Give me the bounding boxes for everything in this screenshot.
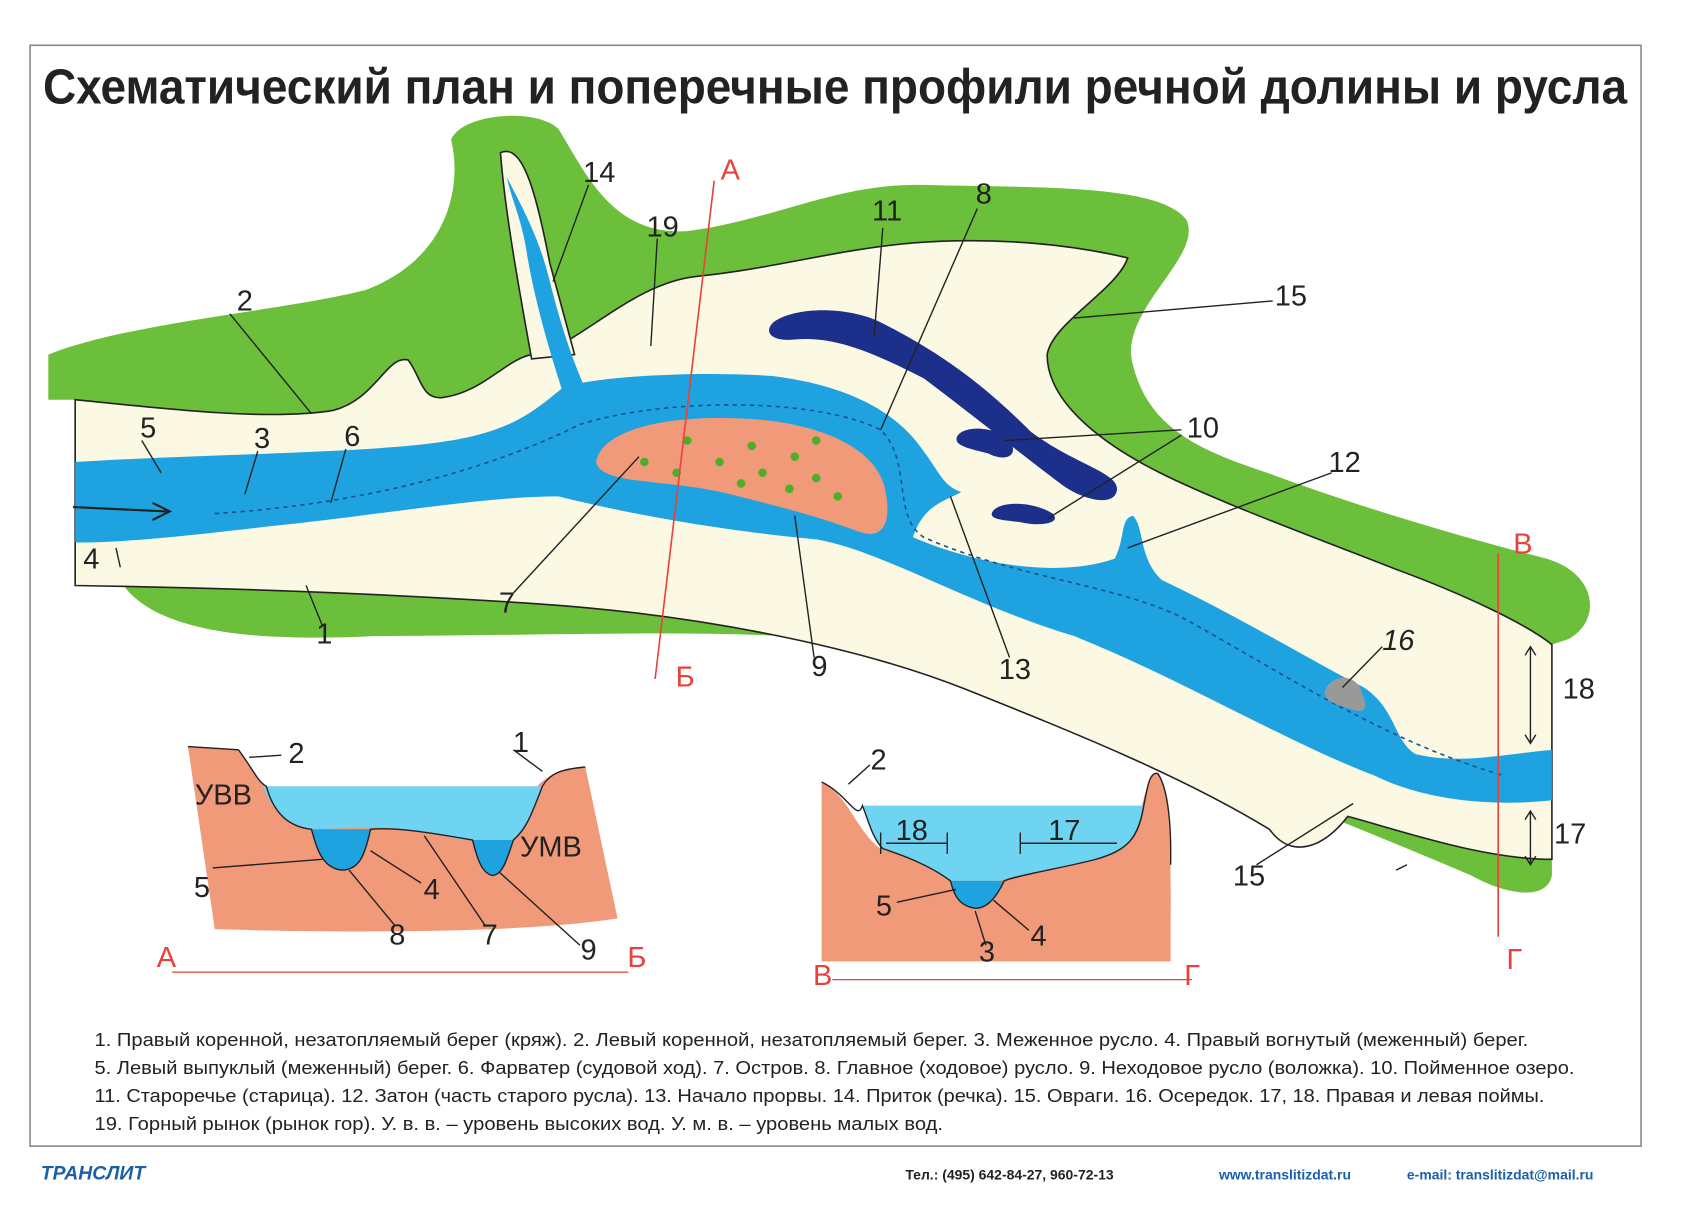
- profile-label: 1: [513, 727, 529, 759]
- plan-label: 3: [254, 423, 270, 455]
- island: [596, 418, 888, 534]
- profile-ab: 2 1 УВВ УМВ 5 4 8 7 9 А Б: [157, 727, 647, 974]
- profile-label: 9: [580, 934, 596, 966]
- profile-vg: 2 18 17 5 4 3 В Г: [813, 744, 1200, 992]
- plan-label: 12: [1328, 447, 1360, 479]
- section-label: Г: [1506, 944, 1522, 976]
- legend-line: 11. Староречье (старица). 12. Затон (час…: [95, 1085, 1545, 1106]
- legend-line: 1. Правый коренной, незатопляемый берег …: [95, 1029, 1529, 1050]
- profile-outline: [187, 745, 586, 877]
- plan-label: 7: [499, 587, 515, 619]
- profile-label: 4: [1030, 920, 1046, 952]
- channel: [950, 880, 1005, 909]
- profile-label: 8: [389, 919, 405, 951]
- island-vegetation: [640, 436, 842, 501]
- profile-label: 4: [424, 874, 440, 906]
- lake: [956, 428, 1014, 458]
- plan-label: 6: [344, 421, 360, 453]
- channel: [311, 829, 371, 871]
- fairway: [214, 404, 1504, 777]
- plan-label: 1: [316, 619, 332, 651]
- plan-label: 4: [83, 543, 99, 575]
- plan-label: 11: [872, 195, 902, 227]
- dimension-arrow: [1524, 645, 1537, 867]
- plan-label: 8: [976, 178, 992, 210]
- publisher-logo: ТРАНСЛИТ: [41, 1163, 148, 1184]
- leader-lines: [212, 749, 581, 946]
- plan-label: 16: [1382, 625, 1415, 657]
- high-water: [862, 805, 1144, 881]
- dimension-arrows: [879, 832, 1117, 854]
- footer: ТРАНСЛИТ Тел.: (495) 642-84-27, 960-72-1…: [41, 1163, 1594, 1184]
- plan-label: 17: [1554, 818, 1586, 850]
- section-label: Б: [676, 662, 695, 694]
- profile-label: 5: [876, 890, 892, 922]
- plan-label: 9: [811, 651, 827, 683]
- phone: Тел.: (495) 642-84-27, 960-72-13: [905, 1166, 1114, 1182]
- section-label: А: [157, 942, 177, 974]
- plan-label: 18: [1563, 673, 1595, 705]
- section-line-ab: [654, 180, 715, 680]
- legend-line: 5. Левый выпуклый (меженный) берег. 6. Ф…: [95, 1057, 1575, 1078]
- website: www.translitizdat.ru: [1218, 1166, 1351, 1182]
- section-label: В: [813, 960, 832, 992]
- high-water: [263, 786, 543, 841]
- legend: 1. Правый коренной, незатопляемый берег …: [95, 1029, 1575, 1134]
- tributary: [506, 177, 586, 396]
- profile-outline: [821, 772, 1172, 909]
- plan: 14 А 19 11 8 15 2 5 3 6 10 12 4 7 9 13 1…: [48, 115, 1595, 976]
- frame: [29, 44, 1642, 1147]
- profile-label: УВВ: [195, 780, 252, 812]
- section-label: Б: [627, 942, 646, 974]
- profile-label: 7: [482, 919, 498, 951]
- plan-label: 19: [647, 212, 679, 244]
- oxbow-lake: [769, 310, 1118, 501]
- plan-label: 15: [1233, 860, 1265, 892]
- leader-lines: [847, 764, 1030, 946]
- plan-label: 13: [999, 654, 1031, 686]
- plan-label: 2: [237, 286, 253, 318]
- midchannel-bar: [1324, 677, 1366, 712]
- flow-arrow: [72, 501, 173, 521]
- section-label: Г: [1184, 960, 1200, 992]
- plan-label: 14: [583, 157, 615, 189]
- email: e-mail: translitizdat@mail.ru: [1407, 1166, 1594, 1182]
- profile-label: 2: [870, 744, 886, 776]
- river: [75, 373, 1552, 803]
- section-label: А: [721, 155, 741, 187]
- floodplain: [74, 239, 1553, 861]
- profile-label: 5: [194, 872, 210, 904]
- plan-label: 5: [140, 412, 156, 444]
- profile-label: 2: [288, 738, 304, 770]
- profile-label: УМВ: [520, 831, 582, 863]
- legend-line: 19. Горный рынок (рынок гор). У. в. в. –…: [95, 1113, 943, 1134]
- leader-lines: [115, 184, 1408, 871]
- plan-label: 15: [1275, 280, 1307, 312]
- plan-label: 10: [1187, 412, 1219, 444]
- profile-label: 18: [896, 815, 928, 847]
- section-label: В: [1513, 528, 1532, 560]
- lake: [991, 503, 1055, 525]
- profile-label: 17: [1048, 815, 1080, 847]
- title: Схематический план и поперечные профили …: [43, 59, 1628, 114]
- profile-label: 3: [979, 937, 995, 969]
